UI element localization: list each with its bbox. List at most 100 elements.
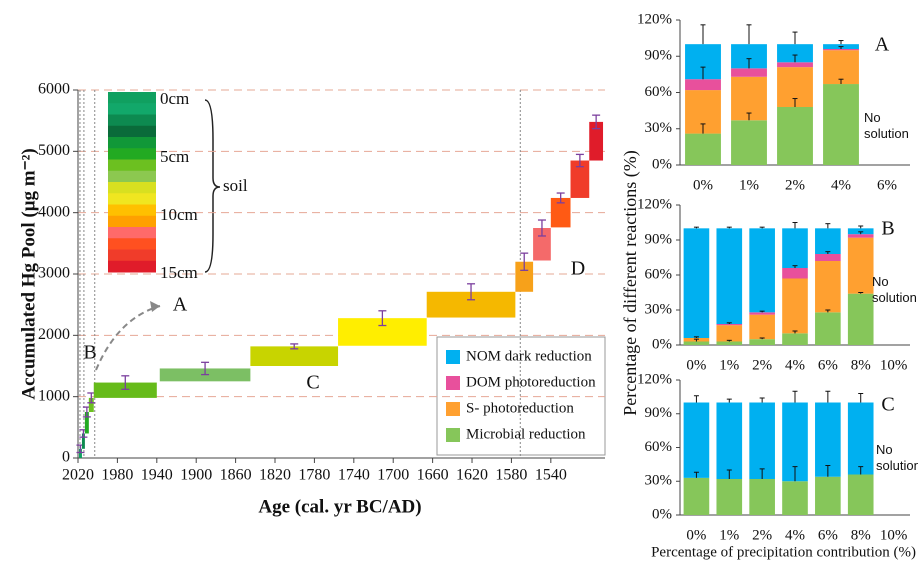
y-tick-label: 0% xyxy=(652,336,672,352)
y-tick-label: 90% xyxy=(645,48,673,64)
annotation: B xyxy=(83,342,96,364)
legend-label: Microbial reduction xyxy=(466,426,586,442)
bar-segment xyxy=(684,342,710,346)
x-tick-label: 1% xyxy=(719,357,739,373)
y-tick-label: 90% xyxy=(645,231,673,247)
y-tick-label: 30% xyxy=(645,301,673,317)
soil-label: 15cm xyxy=(160,263,198,282)
y-tick-label: 30% xyxy=(645,473,673,489)
bar-segment xyxy=(848,294,874,345)
arrow xyxy=(96,306,160,370)
panel-label: C xyxy=(881,394,894,416)
x-tick-label: 2% xyxy=(752,357,772,373)
y-tick-label: 120% xyxy=(637,196,672,212)
x-tick-label: 10% xyxy=(880,357,908,373)
x-tick-label: 1620 xyxy=(456,467,488,484)
y-tick-label: 60% xyxy=(645,266,673,282)
x-tick-label: 1940 xyxy=(141,467,173,484)
x-tick-label: 1580 xyxy=(495,467,527,484)
figure: 0100020003000400050006000202019801940190… xyxy=(0,0,918,563)
y-tick-label: 4000 xyxy=(38,203,70,220)
bar-segment xyxy=(749,339,775,345)
x-tick-label: 10% xyxy=(880,527,908,543)
x-tick-label: 6% xyxy=(877,177,897,193)
bar-segment xyxy=(782,481,808,515)
y-axis-label: Accumulated Hg Pool (μg m⁻²) xyxy=(18,148,39,399)
soil-color xyxy=(108,182,156,194)
bar-segment xyxy=(777,62,813,67)
x-tick-label: 1% xyxy=(719,527,739,543)
legend-swatch xyxy=(446,402,460,416)
bar-segment xyxy=(815,261,841,312)
bar-segment xyxy=(848,403,874,475)
bar-segment xyxy=(716,324,742,325)
x-tick-label: 1660 xyxy=(417,467,449,484)
no-solution-note: No solution xyxy=(876,442,918,474)
y-tick-label: 120% xyxy=(637,11,672,27)
bar-segment xyxy=(823,84,859,165)
x-tick-label: 4% xyxy=(785,527,805,543)
annotation: C xyxy=(306,372,319,394)
y-tick-label: 1000 xyxy=(38,387,70,404)
bar-segment xyxy=(716,479,742,515)
panel-label: A xyxy=(875,34,890,56)
x-axis-label: Percentage of precipitation contribution… xyxy=(651,544,916,560)
annotation: A xyxy=(173,294,188,316)
y-tick-label: 3000 xyxy=(38,265,70,282)
bar-segment xyxy=(815,254,841,261)
x-tick-label: 6% xyxy=(818,527,838,543)
bar-segment xyxy=(749,479,775,515)
bar-segment xyxy=(848,238,874,294)
bar-segment xyxy=(848,234,874,238)
soil-color xyxy=(108,216,156,228)
bar-segment xyxy=(815,312,841,345)
y-tick-label: 90% xyxy=(645,405,673,421)
y-tick-label: 60% xyxy=(645,439,673,455)
bar-segment xyxy=(716,228,742,324)
legend-label: DOM photoreduction xyxy=(466,374,596,390)
x-tick-label: 2% xyxy=(785,177,805,193)
bar-segment xyxy=(685,79,721,90)
x-axis-label: Age (cal. yr BC/AD) xyxy=(258,496,421,517)
bar-segment xyxy=(684,403,710,478)
soil-label: 5cm xyxy=(160,147,189,166)
legend-swatch xyxy=(446,350,460,364)
bar-segment xyxy=(684,228,710,338)
bar-segment xyxy=(749,312,775,314)
x-tick-label: 1740 xyxy=(338,467,370,484)
bar-segment xyxy=(731,120,767,165)
x-tick-label: 2020 xyxy=(62,467,94,484)
soil-brace xyxy=(205,100,220,272)
x-tick-label: 2% xyxy=(752,527,772,543)
y-tick-label: 6000 xyxy=(38,81,70,98)
y-tick-label: 120% xyxy=(637,371,672,387)
bar-segment xyxy=(749,403,775,480)
soil-label: 0cm xyxy=(160,89,189,108)
no-solution-note: No solution xyxy=(872,274,918,306)
x-tick-label: 8% xyxy=(851,527,871,543)
soil-color xyxy=(108,148,156,160)
x-tick-label: 4% xyxy=(831,177,851,193)
x-tick-label: 0% xyxy=(686,527,706,543)
bar-segment xyxy=(782,228,808,268)
legend-label: NOM dark reduction xyxy=(466,348,592,364)
bar-segment xyxy=(685,134,721,165)
no-solution-note: No solution xyxy=(864,110,916,142)
x-tick-label: 6% xyxy=(818,357,838,373)
y-tick-label: 5000 xyxy=(38,142,70,159)
soil-color xyxy=(108,250,156,262)
bar-segment xyxy=(749,315,775,340)
soil-color xyxy=(108,227,156,239)
bar-segment xyxy=(731,68,767,76)
x-tick-label: 4% xyxy=(785,357,805,373)
soil-color xyxy=(108,261,156,273)
bar-segment xyxy=(716,403,742,480)
y-tick-label: 30% xyxy=(645,120,673,136)
x-tick-label: 1780 xyxy=(298,467,330,484)
soil-color xyxy=(108,171,156,183)
soil-color xyxy=(108,160,156,172)
bar-segment xyxy=(823,49,859,50)
bar-segment xyxy=(716,342,742,346)
x-tick-label: 1900 xyxy=(180,467,212,484)
chart: 0100020003000400050006000202019801940190… xyxy=(0,0,918,563)
